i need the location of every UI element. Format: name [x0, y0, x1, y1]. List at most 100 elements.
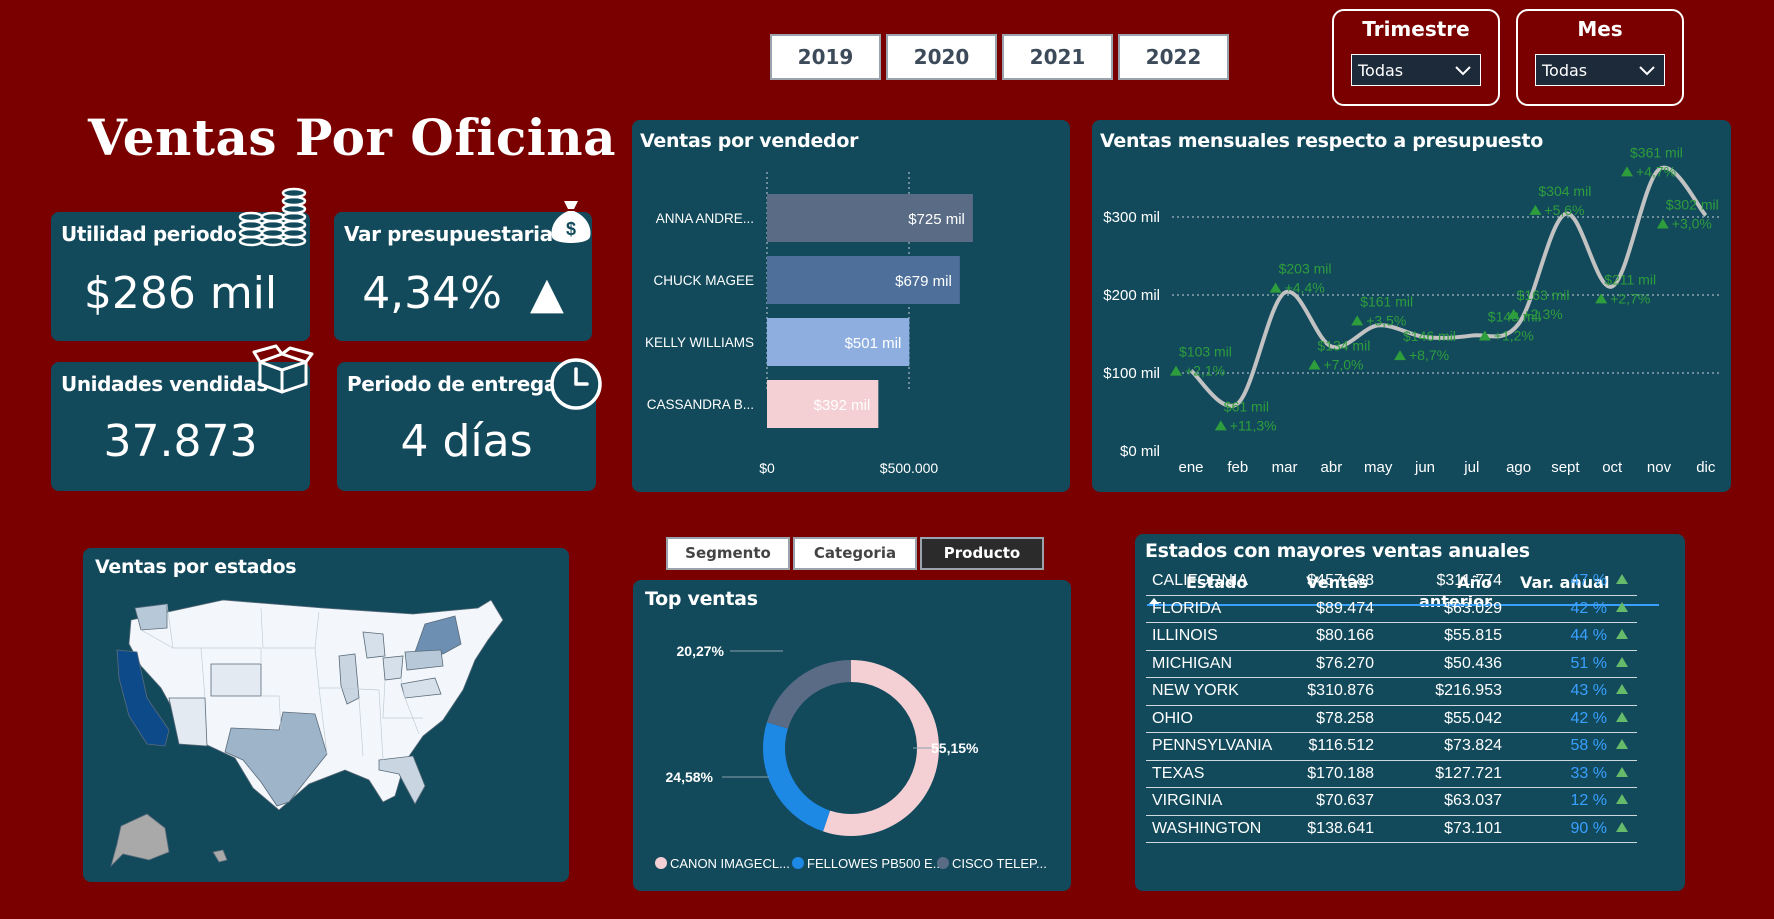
- cell-var-anual: 51 %: [1502, 650, 1607, 678]
- data-label: $361 mil +4,7%: [1621, 144, 1683, 179]
- map-state-arizona: [168, 697, 208, 747]
- cell-estado: TEXAS: [1146, 760, 1279, 788]
- clock-icon: [549, 357, 603, 415]
- cell-estado: PENNSYLVANIA: [1146, 732, 1279, 761]
- cell-estado: NEW YORK: [1146, 677, 1279, 706]
- cell-estado: MICHIGAN: [1146, 650, 1279, 678]
- triangle-up-icon: [1607, 760, 1637, 788]
- table-row[interactable]: OHIO $78.258 $55.042 42 %: [1146, 705, 1637, 733]
- estados-table: CALIFORNIA $457.688 $311.774 47 % FLORIDA $89…: [1146, 568, 1637, 843]
- kpi-title: Periodo de entrega: [347, 372, 557, 396]
- data-label-variation: +1,2%: [1494, 328, 1534, 344]
- x-tick-label: abr: [1321, 459, 1343, 476]
- category-label: KELLY WILLIAMS: [645, 335, 754, 350]
- segment-button-categoria[interactable]: Categoria: [793, 537, 917, 570]
- table-row[interactable]: MICHIGAN $76.270 $50.436 51 %: [1146, 650, 1637, 678]
- cell-ano-anterior: $73.101: [1374, 815, 1502, 843]
- map-state-texas: [224, 711, 328, 807]
- x-tick-label: dic: [1696, 459, 1716, 476]
- year-button-2022[interactable]: 2022: [1118, 34, 1229, 80]
- data-label: $134 mil +7,0%: [1308, 337, 1370, 372]
- table-row[interactable]: VIRGINIA $70.637 $63.037 12 %: [1146, 787, 1637, 816]
- us-states-map: [110, 599, 504, 868]
- year-button-2020[interactable]: 2020: [886, 34, 997, 80]
- cell-var-anual: 33 %: [1502, 760, 1607, 788]
- map-state-colorado: [210, 663, 262, 697]
- series-line: [1189, 165, 1708, 408]
- ventas-estados-panel: Ventas por estados: [83, 548, 569, 882]
- data-label-value: $161 mil: [1360, 293, 1413, 309]
- x-tick-label: $500.000: [880, 460, 939, 476]
- trimestre-filter: Trimestre Todas: [1332, 9, 1500, 106]
- segment-button-segmento[interactable]: Segmento: [666, 537, 790, 570]
- cell-ano-anterior: $63.037: [1374, 787, 1502, 816]
- slice-label: 24,58%: [666, 769, 714, 785]
- table-row[interactable]: ILLINOIS $80.166 $55.815 44 %: [1146, 622, 1637, 651]
- segment-button-producto[interactable]: Producto: [920, 537, 1044, 570]
- x-tick-label: may: [1364, 459, 1393, 476]
- svg-text:$: $: [566, 219, 576, 239]
- trimestre-dropdown[interactable]: Todas: [1351, 54, 1481, 86]
- table-row[interactable]: NEW YORK $310.876 $216.953 43 %: [1146, 677, 1637, 706]
- cell-var-anual: 42 %: [1502, 705, 1607, 733]
- cell-ventas: $80.166: [1279, 622, 1374, 651]
- x-tick-label: ago: [1506, 459, 1531, 476]
- cell-ventas: $70.637: [1279, 787, 1374, 816]
- triangle-up-icon: [1607, 677, 1637, 706]
- triangle-up-icon: ▲: [529, 268, 564, 319]
- cell-ano-anterior: $73.824: [1374, 732, 1502, 761]
- vendedor-bar-chart: $0 $500.000 $725 mil ANNA ANDRE... $679 mil C…: [645, 172, 973, 476]
- cell-ano-anterior: $216.953: [1374, 677, 1502, 706]
- cell-ventas: $89.474: [1279, 595, 1374, 623]
- kpi-value: $286 mil: [83, 268, 278, 319]
- year-button-2019[interactable]: 2019: [770, 34, 881, 80]
- map-state-florida: [378, 755, 426, 805]
- trimestre-value: Todas: [1358, 61, 1404, 80]
- triangle-up-icon: [1607, 622, 1637, 651]
- y-tick-label: $200 mil: [1103, 287, 1160, 304]
- slice-label: 55,15%: [931, 740, 979, 756]
- kpi-title: Utilidad periodo: [61, 222, 237, 246]
- data-label: $203 mil +4,4%: [1269, 261, 1332, 296]
- panel-title: Ventas mensuales respecto a presupuesto: [1100, 130, 1544, 152]
- table-row[interactable]: CALIFORNIA $457.688 $311.774 47 %: [1146, 568, 1637, 596]
- panel-title: Estados con mayores ventas anuales: [1145, 540, 1530, 562]
- coins-stack-icon: [238, 183, 308, 253]
- triangle-up-icon: [1214, 420, 1227, 431]
- category-label: CASSANDRA B...: [647, 397, 754, 412]
- map-state-washington: [134, 603, 168, 631]
- cell-ano-anterior: $50.436: [1374, 650, 1502, 678]
- table-row[interactable]: PENNSYLVANIA $116.512 $73.824 58 %: [1146, 732, 1637, 761]
- triangle-up-icon: [1170, 365, 1182, 376]
- triangle-up-icon: [1656, 218, 1669, 229]
- data-label-variation: +11,3%: [1230, 417, 1277, 433]
- mes-label: Mes: [1577, 17, 1623, 41]
- slice-label: 20,27%: [677, 643, 725, 659]
- mes-dropdown[interactable]: Todas: [1535, 54, 1665, 86]
- table-row[interactable]: TEXAS $170.188 $127.721 33 %: [1146, 760, 1637, 788]
- data-label-value: $61 mil: [1224, 398, 1269, 414]
- triangle-up-icon: [1269, 282, 1282, 293]
- x-tick-label: $0: [759, 460, 775, 476]
- x-tick-label: mar: [1272, 459, 1298, 476]
- y-tick-label: $100 mil: [1103, 365, 1160, 382]
- triangle-up-icon: [1478, 330, 1491, 341]
- table-row[interactable]: WASHINGTON $138.641 $73.101 90 %: [1146, 815, 1637, 843]
- triangle-up-icon: [1308, 359, 1321, 370]
- table-row[interactable]: FLORIDA $89.474 $63.029 42 %: [1146, 595, 1637, 623]
- cell-estado: ILLINOIS: [1146, 622, 1279, 651]
- year-button-2021[interactable]: 2021: [1002, 34, 1113, 80]
- data-label-variation: +2,7%: [1610, 290, 1650, 306]
- mes-filter: Mes Todas: [1516, 9, 1684, 106]
- cell-estado: CALIFORNIA: [1146, 568, 1279, 596]
- data-label: $211 mil +2,7%: [1595, 271, 1656, 306]
- kpi-var-presup-card: Var presupuestaria 4,34% ▲: [334, 212, 592, 341]
- kpi-title: Var presupuestaria: [344, 222, 553, 246]
- triangle-up-icon: [1607, 595, 1637, 623]
- panel-title: Top ventas: [645, 588, 758, 610]
- triangle-up-icon: [1607, 787, 1637, 816]
- data-label-value: $134 mil: [1317, 337, 1370, 353]
- cell-var-anual: 43 %: [1502, 677, 1607, 706]
- donut-slice: [766, 660, 851, 729]
- cell-ano-anterior: $55.042: [1374, 705, 1502, 733]
